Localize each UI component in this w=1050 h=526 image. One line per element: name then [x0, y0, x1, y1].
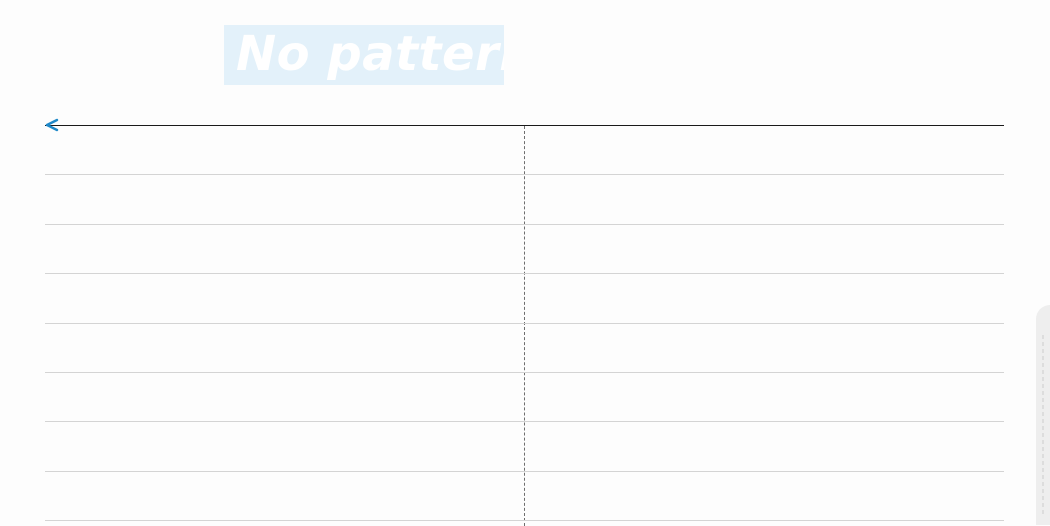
grid-cell[interactable]	[45, 422, 524, 470]
top-rule	[45, 125, 1004, 126]
chevron-left-icon[interactable]	[44, 118, 60, 134]
row-separator	[45, 470, 1004, 472]
page-title: No pattern	[224, 25, 504, 85]
grid-cell[interactable]	[45, 274, 524, 322]
grid-cell[interactable]	[45, 373, 524, 421]
row-separator	[45, 322, 1004, 324]
side-panel-handle[interactable]	[1036, 305, 1050, 525]
row-separator	[45, 174, 1004, 176]
grid-cell[interactable]	[525, 324, 1004, 372]
pattern-grid	[45, 125, 1004, 526]
grid-cell[interactable]	[525, 175, 1004, 223]
grid-cell[interactable]	[45, 472, 524, 520]
grid-cell[interactable]	[45, 126, 524, 174]
grid-cell[interactable]	[45, 175, 524, 223]
grid-cell[interactable]	[45, 324, 524, 372]
column-divider	[524, 126, 525, 526]
grid-cell[interactable]	[525, 126, 1004, 174]
row-separator	[45, 273, 1004, 275]
row-separator	[45, 372, 1004, 373]
row-separator	[45, 421, 1004, 423]
grid-cell[interactable]	[525, 422, 1004, 470]
grid-cell[interactable]	[525, 472, 1004, 520]
grid-cell[interactable]	[525, 225, 1004, 273]
grid-cell[interactable]	[45, 225, 524, 273]
grid-cell[interactable]	[525, 274, 1004, 322]
row-separator	[45, 520, 1004, 522]
grid-cell[interactable]	[525, 373, 1004, 421]
row-separator	[45, 223, 1004, 225]
drag-handle-icon	[1042, 335, 1044, 515]
